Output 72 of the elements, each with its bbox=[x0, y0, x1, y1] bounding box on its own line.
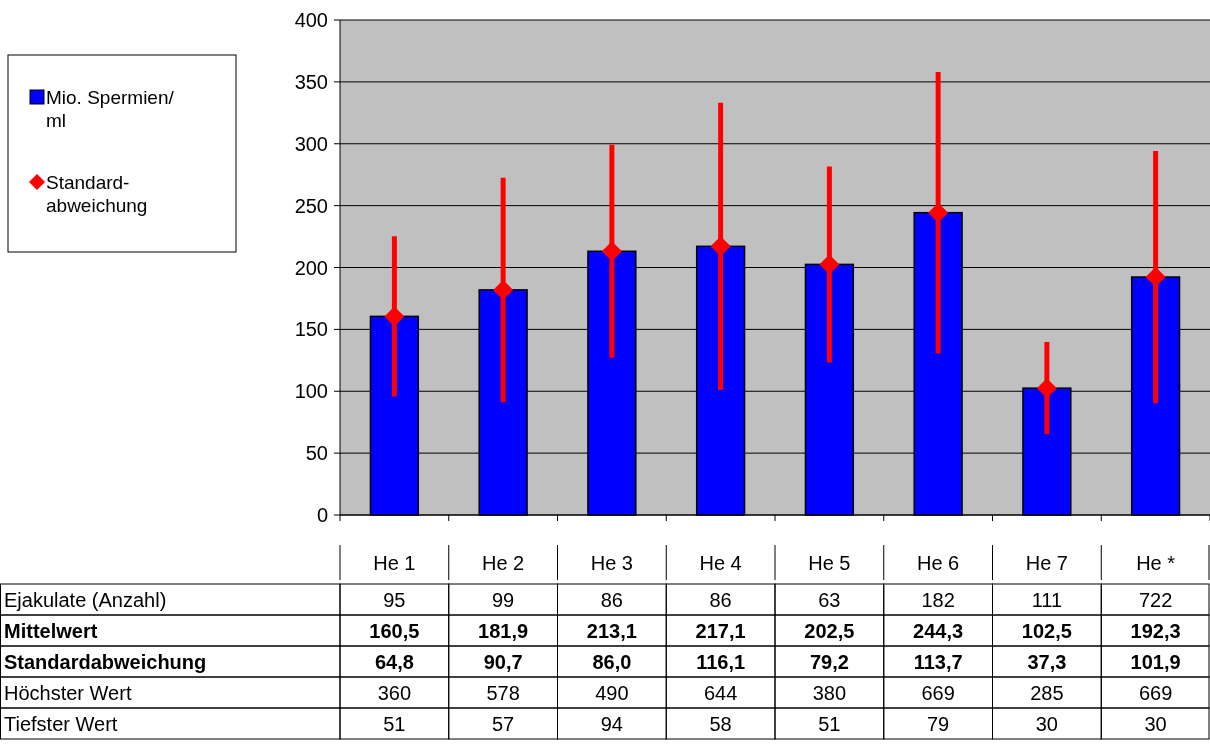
point bbox=[384, 306, 405, 327]
point bbox=[493, 279, 514, 300]
text: 244,3 bbox=[913, 620, 964, 642]
text: 380 bbox=[812, 682, 847, 704]
text: Tiefster Wert bbox=[4, 713, 118, 735]
point bbox=[819, 254, 840, 275]
x-tick-label: He 6 bbox=[917, 552, 960, 574]
text: 202,5 bbox=[804, 620, 855, 642]
x-tick-label: He * bbox=[1136, 552, 1176, 574]
x-tick-label: He 4 bbox=[699, 552, 742, 574]
text: 86 bbox=[709, 589, 732, 611]
text: 285 bbox=[1030, 682, 1064, 704]
x-tick-label: He 5 bbox=[808, 552, 851, 574]
text: 722 bbox=[1138, 589, 1173, 611]
text: 37,3 bbox=[1027, 651, 1067, 673]
text: 160,5 bbox=[369, 620, 420, 642]
text: 669 bbox=[1138, 682, 1173, 704]
text: 86 bbox=[600, 589, 623, 611]
text: 217,1 bbox=[695, 620, 746, 642]
text: 64,8 bbox=[374, 651, 414, 673]
y-tick-label: 350 bbox=[294, 70, 328, 93]
point bbox=[1036, 378, 1057, 399]
text: 116,1 bbox=[696, 651, 746, 673]
text: 63 bbox=[818, 589, 841, 611]
text: 111 bbox=[1031, 589, 1063, 611]
text: 99 bbox=[492, 589, 515, 611]
legend-label: Mio. Spermien/ ml bbox=[46, 87, 175, 131]
x-tick-label: He 7 bbox=[1025, 552, 1068, 574]
text: 213,1 bbox=[586, 620, 637, 642]
text: 90,7 bbox=[483, 651, 523, 673]
y-tick-label: 150 bbox=[294, 318, 328, 341]
text: 79,2 bbox=[809, 651, 849, 673]
text: 490 bbox=[595, 682, 629, 704]
text: 644 bbox=[703, 682, 738, 704]
text: 58 bbox=[709, 713, 732, 735]
text: 51 bbox=[818, 713, 841, 735]
y-tick-label: 300 bbox=[294, 132, 328, 155]
text: 51 bbox=[383, 713, 406, 735]
y-tick-label: 0 bbox=[316, 504, 328, 526]
text: 79 bbox=[927, 713, 950, 735]
text: 102,5 bbox=[1021, 620, 1072, 642]
legend-label: Standard-abweichung bbox=[46, 172, 148, 216]
text: Mittelwert bbox=[4, 620, 98, 642]
point bbox=[601, 241, 622, 262]
point bbox=[710, 236, 731, 257]
text: 578 bbox=[486, 682, 520, 704]
text: 101,9 bbox=[1130, 651, 1181, 673]
y-tick-label: 400 bbox=[294, 9, 328, 31]
text: 95 bbox=[383, 589, 406, 611]
y-tick-label: 100 bbox=[294, 380, 328, 403]
y-tick-label: 50 bbox=[305, 442, 328, 465]
text: Höchster Wert bbox=[4, 682, 132, 704]
text: 94 bbox=[600, 713, 623, 735]
text: Standardabweichung bbox=[4, 651, 207, 673]
text: 181,9 bbox=[478, 620, 529, 642]
text: 669 bbox=[921, 682, 955, 704]
x-tick-label: He 2 bbox=[482, 552, 525, 574]
x-tick-label: He 3 bbox=[590, 552, 633, 574]
point bbox=[1145, 267, 1166, 288]
y-tick-label: 250 bbox=[294, 194, 328, 217]
text: 360 bbox=[377, 682, 412, 704]
text: 57 bbox=[492, 713, 515, 735]
y-tick-label: 200 bbox=[294, 256, 328, 279]
text: 182 bbox=[921, 589, 955, 611]
text: 30 bbox=[1035, 713, 1058, 735]
text: 30 bbox=[1144, 713, 1167, 735]
text: 86,0 bbox=[592, 651, 632, 673]
text: 113,7 bbox=[913, 651, 963, 673]
x-tick-label: He 1 bbox=[373, 552, 416, 574]
text: Ejakulate (Anzahl) bbox=[4, 589, 167, 611]
point bbox=[928, 202, 949, 223]
text: 192,3 bbox=[1130, 620, 1181, 642]
